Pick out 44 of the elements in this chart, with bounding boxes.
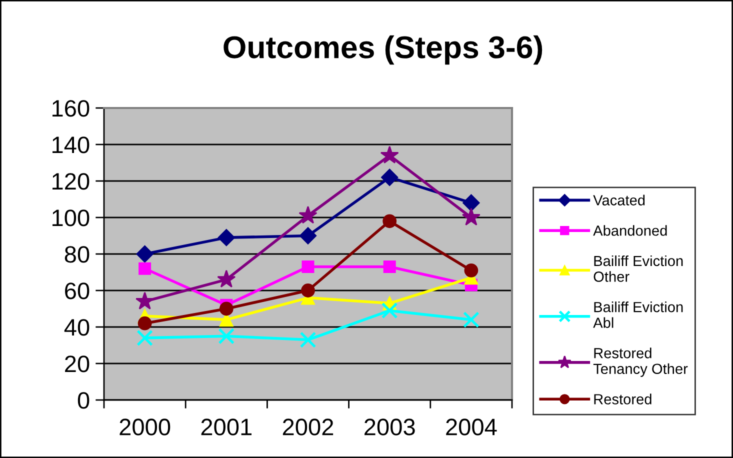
point xyxy=(462,194,480,212)
y-tick-label: 100 xyxy=(52,210,90,226)
point xyxy=(302,260,314,274)
y-tick-label: 80 xyxy=(64,246,90,263)
point xyxy=(138,262,152,275)
x-tick-label: 2000 xyxy=(120,418,170,436)
legend-label: Vacated xyxy=(593,194,645,206)
legend-label: Bailiff Eviction Abl xyxy=(593,302,683,328)
point xyxy=(299,227,317,244)
point xyxy=(138,316,152,330)
y-tick-label: 20 xyxy=(65,356,90,372)
y-tick-label: 40 xyxy=(64,319,90,336)
point xyxy=(463,312,480,328)
y-tick-label: 60 xyxy=(65,282,90,300)
y-tick-label: 140 xyxy=(52,136,90,154)
y-tick-label: 0 xyxy=(78,392,90,409)
y-tick-label: 160 xyxy=(52,100,90,117)
point xyxy=(380,146,399,164)
x-tick-label: 2002 xyxy=(282,418,334,436)
point xyxy=(136,292,154,310)
legend-label: Restored Tenancy Other xyxy=(593,348,688,377)
point xyxy=(136,245,154,263)
point xyxy=(464,263,478,278)
point xyxy=(381,302,398,319)
point xyxy=(136,330,153,346)
x-tick-label: 2003 xyxy=(364,418,415,436)
point xyxy=(300,332,316,348)
point xyxy=(301,284,315,298)
legend-label: Bailiff Eviction Other xyxy=(594,255,683,282)
point xyxy=(217,270,236,288)
y-tick-label: 120 xyxy=(52,173,90,190)
point xyxy=(462,208,480,226)
legend-label: Abandoned xyxy=(593,225,667,236)
point xyxy=(381,168,398,186)
point xyxy=(382,214,397,228)
point xyxy=(383,260,396,274)
point xyxy=(219,302,234,316)
chart-title: Outcomes (Steps 3-6) xyxy=(224,35,542,65)
point xyxy=(298,206,318,224)
x-tick-label: 2004 xyxy=(446,418,497,436)
point xyxy=(218,229,235,246)
legend-label: Restored xyxy=(594,394,652,404)
point xyxy=(218,328,235,344)
x-tick-label: 2001 xyxy=(201,418,252,436)
